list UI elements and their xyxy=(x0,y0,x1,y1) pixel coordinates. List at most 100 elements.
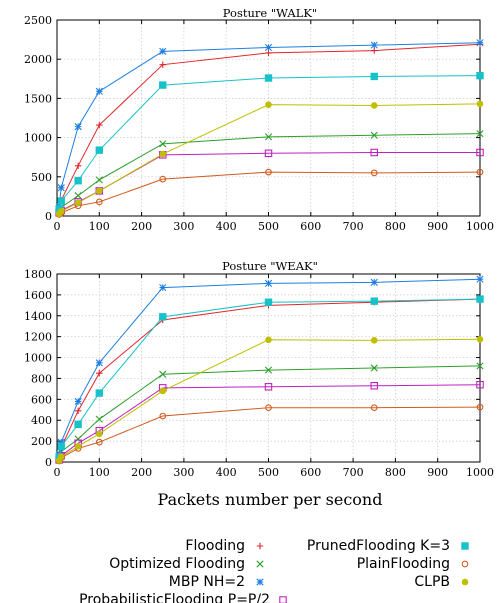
data-point xyxy=(57,453,65,461)
series-line xyxy=(58,338,481,461)
weak-series-6 xyxy=(55,335,484,464)
data-point xyxy=(159,47,167,55)
data-point xyxy=(96,370,103,377)
series-line xyxy=(58,75,481,210)
x-tick-label: 1000 xyxy=(466,220,494,233)
data-point xyxy=(264,279,273,287)
data-point xyxy=(370,278,378,286)
data-point xyxy=(159,61,166,68)
legend-entry: Flooding xyxy=(185,538,264,554)
y-tick-label: 1400 xyxy=(24,310,52,323)
data-point xyxy=(95,415,103,423)
y-tick-label: 1600 xyxy=(24,289,52,302)
x-tick-label: 100 xyxy=(89,466,110,479)
data-point xyxy=(96,430,103,438)
y-tick-label: 1200 xyxy=(24,331,52,344)
x-tick-label: 300 xyxy=(173,220,194,233)
legend-entry: Optimized Flooding xyxy=(109,556,264,572)
x-tick-label: 700 xyxy=(343,466,364,479)
series-line xyxy=(58,365,481,458)
data-point xyxy=(370,364,378,372)
legend-marker xyxy=(461,560,469,568)
data-point xyxy=(370,131,378,139)
x-tick-label: 200 xyxy=(131,220,152,233)
data-point xyxy=(159,283,167,292)
legend-marker xyxy=(256,578,264,586)
x-tick-label: 400 xyxy=(216,220,237,233)
y-tick-label: 1800 xyxy=(24,268,52,281)
data-point xyxy=(264,366,273,374)
legend-entry: PrunedFlooding K=3 xyxy=(307,538,469,554)
y-tick-label: 1000 xyxy=(24,132,52,145)
walk-chart-title: Posture "WALK" xyxy=(223,6,317,20)
walk-series-6 xyxy=(55,100,484,217)
legend-label: PlainFlooding xyxy=(357,556,450,572)
legend-label: Optimized Flooding xyxy=(109,556,245,572)
weak-series-5 xyxy=(55,403,484,465)
data-point xyxy=(159,313,167,321)
y-tick-label: 600 xyxy=(31,393,52,406)
data-point xyxy=(74,192,82,200)
y-tick-label: 200 xyxy=(31,435,52,448)
data-point xyxy=(476,362,484,370)
x-tick-label: 600 xyxy=(300,220,321,233)
data-point xyxy=(476,130,484,138)
series-line xyxy=(58,384,481,461)
data-point xyxy=(264,383,273,391)
data-point xyxy=(370,404,378,412)
data-point xyxy=(57,197,65,205)
data-point xyxy=(370,148,378,157)
series-line xyxy=(58,103,481,214)
weak-chart: Posture "WEAK" Packets number per second… xyxy=(24,259,494,509)
series-line xyxy=(58,151,480,214)
data-point xyxy=(74,177,82,185)
data-point xyxy=(74,199,82,206)
data-point xyxy=(57,438,65,446)
y-tick-label: 1500 xyxy=(24,92,52,105)
data-point xyxy=(74,407,82,415)
data-point xyxy=(159,81,167,89)
data-point xyxy=(370,72,378,81)
data-point xyxy=(57,207,65,215)
legend-entry: CLPB xyxy=(414,574,469,590)
y-tick-label: 2500 xyxy=(24,14,52,27)
series-line xyxy=(58,171,481,215)
data-point xyxy=(264,43,273,52)
data-point xyxy=(265,168,272,176)
x-tick-label: 800 xyxy=(385,220,406,233)
x-tick-label: 100 xyxy=(89,220,110,233)
data-point xyxy=(476,403,484,411)
data-point xyxy=(476,148,484,157)
data-point xyxy=(74,123,82,131)
x-tick-label: 500 xyxy=(258,466,279,479)
data-point xyxy=(95,438,103,446)
data-point xyxy=(95,198,103,206)
x-tick-label: 200 xyxy=(131,466,152,479)
data-point xyxy=(74,162,82,170)
x-tick-label: 300 xyxy=(173,466,194,479)
data-point xyxy=(74,420,82,429)
data-point xyxy=(370,41,378,49)
data-point xyxy=(96,187,103,195)
x-tick-label: 900 xyxy=(427,220,448,233)
data-point xyxy=(476,39,484,47)
weak-chart-xlabel: Packets number per second xyxy=(158,490,383,509)
data-point xyxy=(370,102,378,109)
series-line xyxy=(58,298,481,456)
data-point xyxy=(264,74,273,82)
data-point xyxy=(95,389,103,397)
legend-marker xyxy=(461,578,469,586)
legend-entry: MBP NH=2 xyxy=(169,574,264,590)
data-point xyxy=(370,382,378,390)
data-point xyxy=(159,150,167,158)
data-point xyxy=(74,397,82,406)
x-tick-label: 800 xyxy=(385,466,406,479)
data-point xyxy=(476,71,484,80)
legend-marker xyxy=(256,560,264,568)
data-point xyxy=(95,87,103,95)
series-line xyxy=(58,43,481,209)
weak-series-0 xyxy=(55,295,484,459)
data-point xyxy=(265,336,272,344)
data-point xyxy=(370,297,378,305)
